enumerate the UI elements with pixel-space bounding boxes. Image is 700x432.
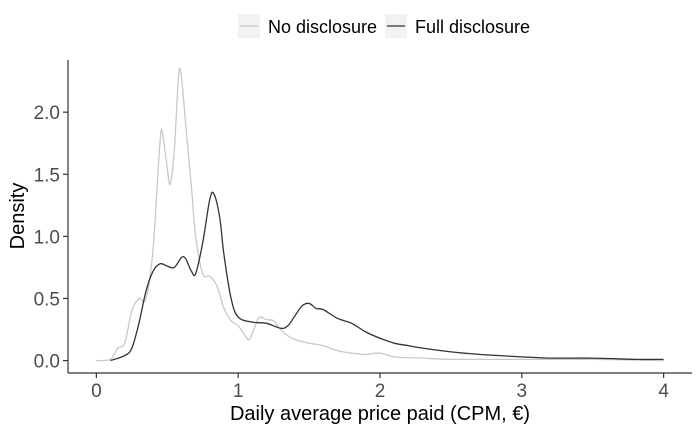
y-tick-label: 2.0	[34, 103, 60, 124]
y-tick-label: 1.5	[34, 165, 60, 186]
y-axis-title: Density	[7, 183, 29, 250]
x-tick-label: 2	[375, 381, 386, 402]
series-line-no-disclosure	[96, 67, 664, 362]
x-tick-label: 0	[91, 381, 102, 402]
y-tick-label: 0.5	[34, 289, 60, 310]
x-tick-label: 1	[233, 381, 244, 402]
series-line-full-disclosure	[110, 191, 664, 362]
series-layer	[96, 67, 664, 362]
x-tick-label: 3	[517, 381, 528, 402]
x-axis-ticks: 0 1 2 3 4	[91, 373, 669, 402]
legend-label-full-disclosure: Full disclosure	[415, 17, 530, 37]
x-tick-label: 4	[658, 381, 669, 402]
y-tick-label: 0.0	[34, 352, 60, 373]
legend: No disclosure Full disclosure	[238, 14, 530, 38]
y-tick-label: 1.0	[34, 227, 60, 248]
legend-label-no-disclosure: No disclosure	[268, 17, 377, 37]
y-axis-ticks: 0.0 0.5 1.0 1.5 2.0	[34, 103, 68, 373]
x-axis-title: Daily average price paid (CPM, €)	[230, 403, 530, 425]
